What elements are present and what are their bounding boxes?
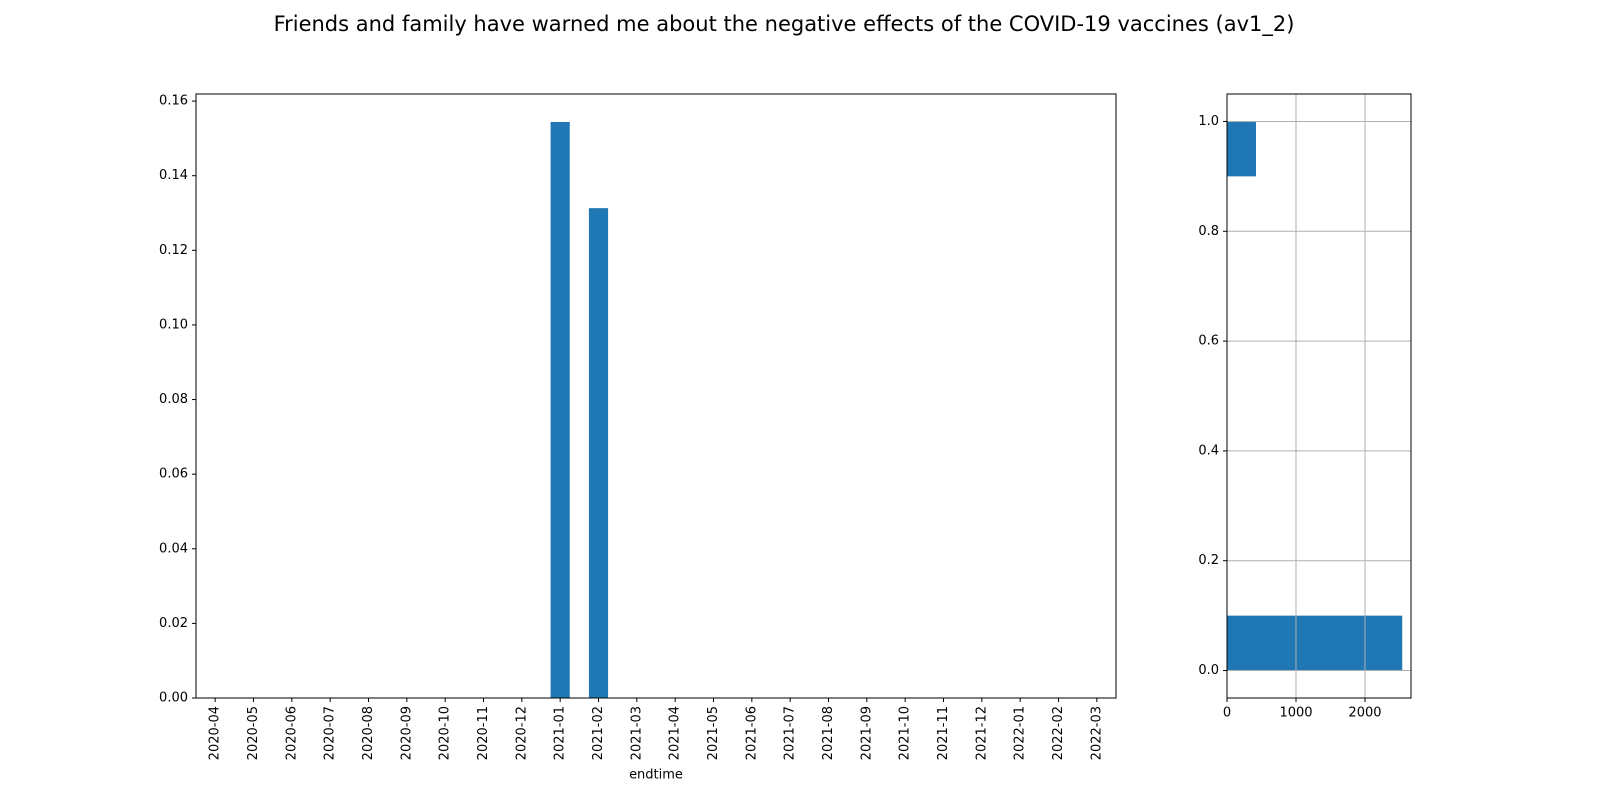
y-tick-label: 0.02 (159, 616, 188, 631)
x-tick-label: 2020-07 (323, 706, 338, 760)
x-tick-label: 2020-06 (284, 706, 299, 760)
x-tick-label: 2020-09 (399, 706, 414, 760)
y-tick-label: 0.00 (159, 691, 188, 706)
x-axis-label: endtime (629, 768, 683, 783)
y-tick-label: 0.12 (159, 243, 188, 258)
axes-frame (195, 93, 1117, 699)
x-tick-label: 2022-02 (1051, 706, 1066, 760)
x-tick-label: 2000 (1348, 706, 1381, 721)
y-tick-label: 0.8 (1198, 224, 1219, 239)
x-tick-label: 2022-03 (1089, 706, 1104, 760)
x-tick-label: 2021-07 (783, 706, 798, 760)
y-tick-label: 0.2 (1198, 553, 1219, 568)
histogram-bar (1227, 615, 1403, 671)
x-tick-label: 2020-08 (361, 706, 376, 760)
x-tick-label: 2021-05 (706, 706, 721, 760)
x-tick-label: 2021-09 (859, 706, 874, 760)
y-tick-label: 0.4 (1198, 443, 1219, 458)
x-tick-label: 2020-04 (208, 706, 223, 760)
histogram-bar (1227, 121, 1256, 177)
y-tick-label: 0.04 (159, 541, 188, 556)
x-tick-label: 2021-10 (898, 706, 913, 760)
x-tick-label: 2021-08 (821, 706, 836, 760)
x-tick-label: 2020-10 (438, 706, 453, 760)
x-tick-label: 1000 (1279, 706, 1312, 721)
x-tick-label: 2021-02 (591, 706, 606, 760)
y-tick-label: 0.06 (159, 467, 188, 482)
y-tick-label: 0.6 (1198, 334, 1219, 349)
x-tick-label: 2020-12 (514, 706, 529, 760)
bar (550, 121, 570, 699)
figure-title: Friends and family have warned me about … (274, 12, 1295, 37)
x-tick-label: 2021-01 (553, 706, 568, 760)
x-tick-label: 2020-11 (476, 706, 491, 760)
x-tick-label: 0 (1223, 706, 1231, 721)
axes-frame (1226, 93, 1412, 699)
bar (588, 208, 609, 698)
x-tick-label: 2020-05 (246, 706, 261, 760)
y-tick-label: 0.16 (159, 94, 188, 109)
y-tick-label: 1.0 (1198, 114, 1219, 129)
x-tick-label: 2021-11 (936, 706, 951, 760)
y-tick-label: 0.14 (159, 168, 188, 183)
y-tick-label: 0.10 (159, 317, 188, 332)
x-tick-label: 2021-04 (668, 706, 683, 760)
x-tick-label: 2022-01 (1013, 706, 1028, 760)
x-tick-label: 2021-03 (629, 706, 644, 760)
x-tick-label: 2021-12 (974, 706, 989, 760)
y-tick-label: 0.08 (159, 392, 188, 407)
x-tick-label: 2021-06 (744, 706, 759, 760)
y-tick-label: 0.0 (1198, 663, 1219, 678)
